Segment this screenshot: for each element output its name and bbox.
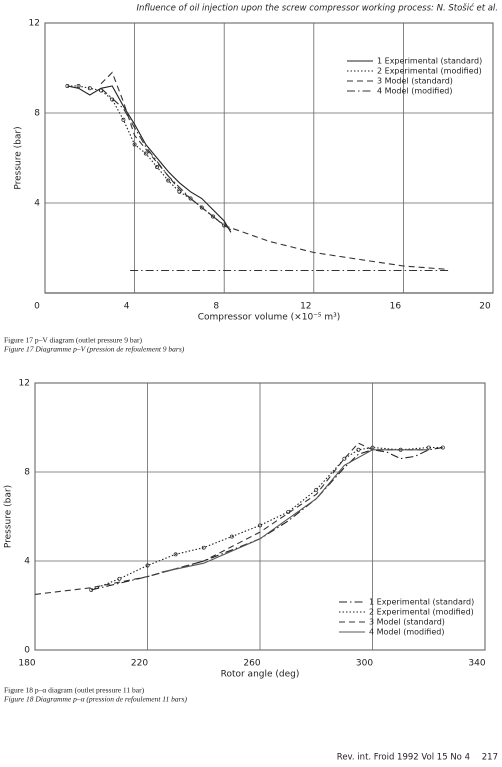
y-tick-label: 4 — [34, 199, 40, 209]
data-point — [155, 165, 159, 169]
x-tick-label: 20 — [479, 302, 491, 312]
x-tick-label: 260 — [243, 659, 260, 669]
data-point — [211, 214, 215, 219]
y-tick-label: 12 — [29, 19, 40, 29]
legend-label: 4 Model (modified) — [369, 628, 444, 637]
data-line — [100, 87, 449, 272]
data-point — [173, 552, 178, 557]
data-line — [100, 71, 449, 270]
data-point — [166, 178, 171, 183]
data-point — [342, 456, 347, 461]
legend-label: 4 Model (modified) — [377, 87, 452, 96]
data-point — [76, 84, 81, 88]
caption-french: Figure 18 Diagramme p–α (pression de ref… — [3, 695, 187, 704]
y-axis-label: Pressure (bar) — [14, 126, 24, 189]
data-line — [91, 446, 443, 591]
x-tick-label: 0 — [34, 302, 40, 312]
data-point — [87, 86, 92, 91]
data-point — [143, 151, 148, 156]
legend-label: 3 Model (standard) — [377, 77, 453, 86]
legend-label: 1 Experimental (standard) — [369, 598, 474, 607]
data-point — [258, 523, 262, 528]
data-point — [201, 545, 206, 550]
data-point — [199, 205, 204, 210]
data-line — [67, 85, 225, 226]
x-tick-label: 4 — [124, 302, 130, 312]
legend-label: 2 Experimental (modified) — [369, 608, 474, 617]
x-tick-label: 8 — [213, 302, 219, 312]
data-point — [440, 445, 445, 450]
data-line — [34, 442, 429, 595]
caption-french: Figure 17 Diagramme p–V (pression de ref… — [3, 345, 185, 354]
data-point — [370, 445, 375, 450]
y-tick-label: 8 — [34, 109, 40, 119]
data-line — [161, 449, 429, 573]
legend-label: 3 Model (standard) — [369, 618, 445, 627]
data-point — [89, 587, 94, 592]
x-tick-label: 16 — [390, 302, 402, 312]
data-point — [65, 84, 70, 88]
data-line — [91, 446, 443, 591]
running-header: Influence of oil injection upon the scre… — [137, 3, 498, 14]
y-tick-label: 8 — [24, 468, 30, 478]
data-point — [188, 196, 193, 201]
x-tick-label: 180 — [18, 659, 35, 669]
y-tick-label: 12 — [19, 379, 30, 389]
data-point — [356, 447, 361, 452]
data-point — [132, 142, 137, 147]
x-axis-label: Compressor volume (×10⁻⁵ m³) — [198, 313, 341, 323]
legend-label: 2 Experimental (modified) — [377, 67, 482, 76]
data-point — [314, 487, 319, 492]
x-tick-label: 12 — [300, 302, 311, 312]
x-tick-label: 300 — [356, 659, 373, 669]
data-point — [145, 563, 150, 568]
journal-reference: Rev. int. Froid 1992 Vol 15 No 4 — [337, 753, 470, 763]
y-tick-label: 0 — [24, 646, 30, 656]
y-tick-label: 4 — [24, 557, 30, 567]
y-axis-label: Pressure (bar) — [4, 485, 14, 548]
data-point — [426, 445, 431, 450]
caption: Figure 18 p–α diagram (outlet pressure 1… — [4, 686, 145, 695]
x-tick-label: 340 — [468, 659, 485, 669]
data-point — [229, 534, 234, 539]
page-number: 217 — [482, 753, 498, 763]
legend-label: 1 Experimental (standard) — [377, 57, 482, 66]
data-point — [117, 576, 122, 581]
x-tick-label: 220 — [131, 659, 148, 669]
data-point — [121, 117, 126, 122]
caption: Figure 17 p–V diagram (outlet pressure 9… — [4, 336, 142, 345]
data-line — [67, 85, 232, 233]
x-axis-label: Rotor angle (deg) — [221, 670, 300, 680]
